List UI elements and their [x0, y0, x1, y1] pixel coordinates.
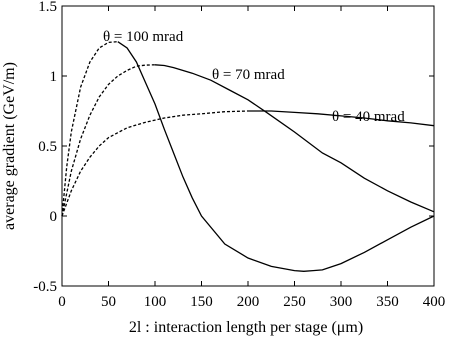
x-tick-label: 200: [237, 294, 260, 310]
y-tick-label: 1.5: [38, 0, 57, 15]
annotation-theta-100: θ = 100 mrad: [103, 29, 184, 45]
series-100-solid-line: [117, 41, 435, 272]
annotation-theta-70: θ = 70 mrad: [212, 67, 285, 83]
x-tick-label: 250: [283, 294, 306, 310]
series-40-solid-line: [248, 110, 435, 127]
x-tick-label: 400: [423, 294, 446, 310]
axis-ticks: [61, 5, 435, 287]
y-tick-label: 0.5: [38, 139, 57, 155]
x-tick-label: 50: [101, 294, 116, 310]
x-tick-label: 300: [330, 294, 353, 310]
y-tick-labels: -0.5 0 0.5 1 1.5: [33, 0, 57, 295]
series-40-dashed-line: [61, 110, 249, 217]
y-tick-label: 1: [50, 69, 58, 85]
y-tick-label: 0: [50, 209, 58, 225]
x-tick-labels: 0 50 100 150 200 250 300 350 400: [58, 294, 445, 310]
series-100-dashed-line: [61, 41, 118, 217]
series-layer: [61, 41, 435, 272]
y-axis-title: average gradient (GeV/m): [1, 62, 18, 230]
x-tick-label: 100: [144, 294, 167, 310]
annotation-theta-40: θ = 40 mrad: [332, 109, 405, 125]
series-70-dashed-line: [61, 64, 156, 217]
plot-frame: [61, 5, 435, 287]
x-tick-label: 350: [376, 294, 399, 310]
y-tick-label: -0.5: [33, 279, 57, 295]
x-tick-label: 150: [190, 294, 213, 310]
x-axis-title: 2l : interaction length per stage (μm): [129, 319, 363, 336]
series-70-solid-line: [154, 64, 435, 213]
x-tick-label: 0: [58, 294, 66, 310]
